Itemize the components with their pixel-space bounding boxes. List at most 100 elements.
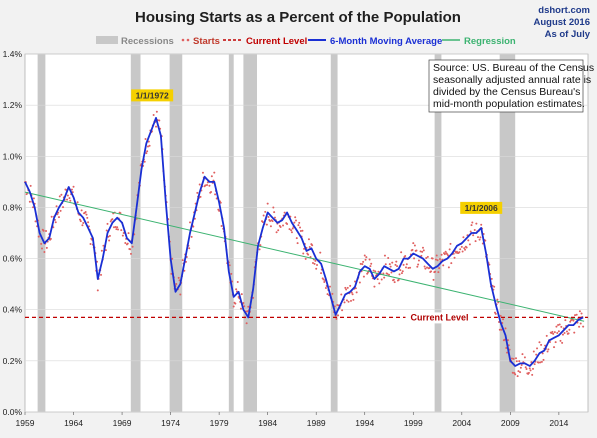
starts-point-449 <box>387 257 390 260</box>
starts-point-313 <box>277 229 280 232</box>
starts-point-159 <box>152 113 155 116</box>
starts-point-652 <box>551 330 554 333</box>
starts-point-624 <box>528 367 531 370</box>
starts-point-402 <box>349 284 352 287</box>
starts-point-673 <box>568 328 571 331</box>
y-tick-label-2: 0.4% <box>3 305 23 315</box>
y-tick-label-0: 0.0% <box>3 407 23 417</box>
starts-point-690 <box>582 325 585 328</box>
starts-point-403 <box>349 299 352 302</box>
starts-point-43 <box>58 195 61 198</box>
starts-point-495 <box>424 267 427 270</box>
starts-point-679 <box>573 331 576 334</box>
starts-point-591 <box>502 318 505 321</box>
starts-point-343 <box>301 229 304 232</box>
starts-point-632 <box>535 353 538 356</box>
starts-point-410 <box>355 291 358 294</box>
starts-point-13 <box>34 220 37 223</box>
starts-point-560 <box>476 236 479 239</box>
starts-point-70 <box>80 209 83 212</box>
starts-point-527 <box>450 262 453 265</box>
y-tick-label-1: 0.2% <box>3 356 23 366</box>
starts-point-432 <box>373 285 376 288</box>
starts-point-260 <box>234 302 237 305</box>
starts-point-635 <box>537 361 540 364</box>
starts-point-311 <box>275 231 278 234</box>
starts-point-110 <box>112 226 115 229</box>
source-note: Source: US. Bureau of the Census seasona… <box>428 59 594 113</box>
starts-point-149 <box>144 137 147 140</box>
starts-point-319 <box>282 224 285 227</box>
y-tick-label-5: 1.0% <box>3 151 23 161</box>
starts-point-537 <box>458 251 461 254</box>
starts-point-337 <box>296 242 299 245</box>
starts-point-44 <box>59 209 62 212</box>
starts-point-540 <box>460 245 463 248</box>
starts-point-580 <box>493 285 496 288</box>
starts-point-377 <box>328 285 331 288</box>
legend-moving-average-label: 6-Month Moving Average <box>330 36 442 47</box>
starts-point-661 <box>558 323 561 326</box>
starts-point-542 <box>462 236 465 239</box>
starts-point-464 <box>399 269 402 272</box>
starts-point-166 <box>158 119 161 122</box>
legend-regression-label: Regression <box>464 36 516 47</box>
starts-point-629 <box>532 350 535 353</box>
starts-point-476 <box>409 266 412 269</box>
starts-point-462 <box>397 278 400 281</box>
starts-point-550 <box>468 243 471 246</box>
starts-point-131 <box>129 252 132 255</box>
starts-point-230 <box>210 190 213 193</box>
starts-point-112 <box>114 225 117 228</box>
starts-point-113 <box>115 228 118 231</box>
starts-point-554 <box>472 234 475 237</box>
starts-point-213 <box>196 191 199 194</box>
source-line-site: dshort.com <box>538 5 590 16</box>
starts-point-562 <box>478 238 481 241</box>
legend-current-level-label: Current Level <box>246 36 307 47</box>
starts-point-162 <box>155 125 158 128</box>
starts-point-271 <box>243 305 246 308</box>
starts-point-463 <box>398 273 401 276</box>
starts-point-680 <box>574 314 577 317</box>
starts-point-418 <box>362 260 365 263</box>
starts-point-290 <box>258 248 261 251</box>
starts-point-108 <box>111 218 114 221</box>
starts-point-638 <box>540 343 543 346</box>
chart-title: Housing Starts as a Percent of the Popul… <box>135 9 461 26</box>
starts-point-77 <box>86 216 89 219</box>
starts-point-508 <box>434 258 437 261</box>
starts-point-182 <box>171 257 174 260</box>
starts-point-391 <box>340 293 343 296</box>
starts-point-163 <box>155 110 158 113</box>
starts-point-443 <box>382 272 385 275</box>
starts-point-481 <box>413 257 416 260</box>
current-level-label: Current Level <box>410 312 468 322</box>
starts-point-500 <box>428 266 431 269</box>
starts-point-685 <box>578 325 581 328</box>
starts-point-492 <box>421 246 424 249</box>
starts-point-365 <box>319 251 322 254</box>
starts-point-191 <box>178 279 181 282</box>
starts-point-672 <box>567 332 570 335</box>
y-tick-label-7: 1.4% <box>3 49 23 59</box>
starts-point-150 <box>145 152 148 155</box>
recession-band-1 <box>130 54 141 412</box>
starts-point-551 <box>469 230 472 233</box>
starts-point-344 <box>302 252 305 255</box>
starts-point-507 <box>434 270 437 273</box>
starts-point-114 <box>116 226 119 229</box>
starts-point-577 <box>490 277 493 280</box>
starts-point-546 <box>465 246 468 249</box>
starts-point-208 <box>192 225 195 228</box>
starts-point-452 <box>389 265 392 268</box>
starts-point-511 <box>437 271 440 274</box>
starts-point-525 <box>448 248 451 251</box>
starts-point-76 <box>85 213 88 216</box>
x-tick-label-4: 1979 <box>210 418 229 428</box>
starts-point-595 <box>505 346 508 349</box>
starts-point-597 <box>506 339 509 342</box>
starts-point-486 <box>417 263 420 266</box>
starts-point-204 <box>189 221 192 224</box>
